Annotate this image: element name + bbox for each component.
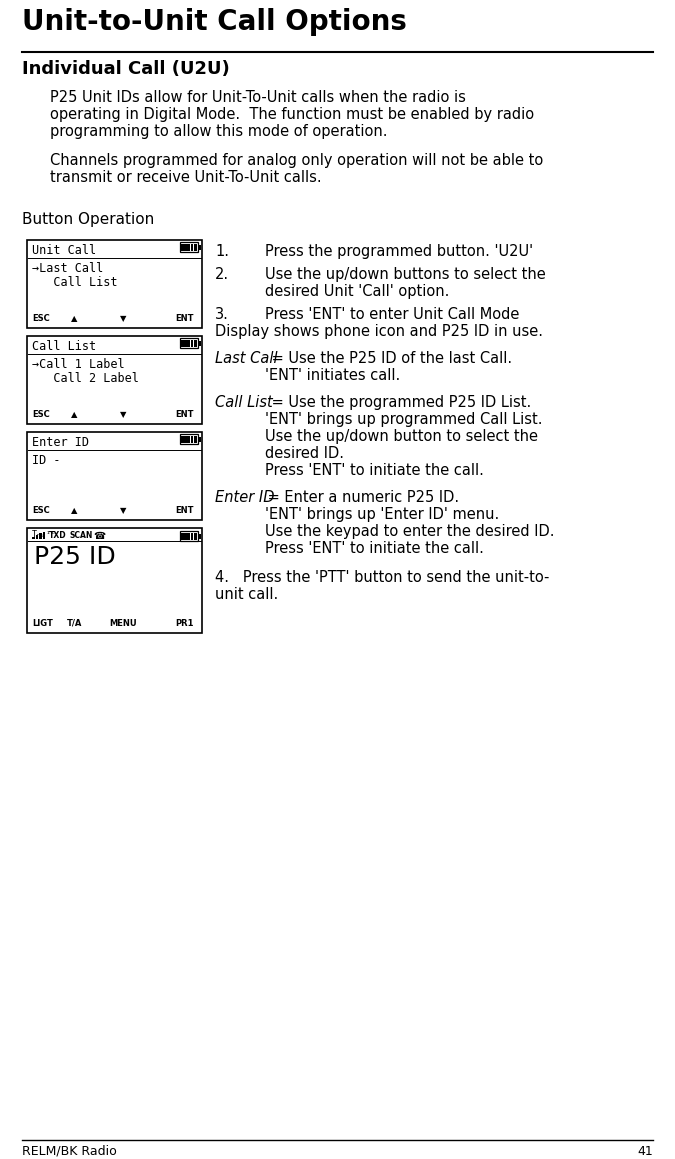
Text: ESC: ESC	[32, 410, 50, 420]
Bar	[198, 341, 200, 345]
Text: Use the up/down button to select the: Use the up/down button to select the	[265, 429, 538, 444]
Bar	[188, 436, 190, 443]
Text: Press the programmed button. 'U2U': Press the programmed button. 'U2U'	[265, 245, 533, 258]
Bar	[198, 245, 200, 249]
Text: ▼: ▼	[120, 506, 126, 515]
Bar	[190, 436, 193, 443]
Bar	[198, 437, 200, 442]
Text: Channels programmed for analog only operation will not be able to: Channels programmed for analog only oper…	[50, 153, 543, 168]
Text: TXD: TXD	[49, 531, 67, 540]
Text: Call List: Call List	[32, 276, 117, 289]
Text: T/A: T/A	[67, 619, 82, 628]
Text: Last Call: Last Call	[215, 351, 277, 366]
Bar	[194, 340, 196, 347]
Text: Use the up/down buttons to select the: Use the up/down buttons to select the	[265, 267, 546, 282]
Text: ESC: ESC	[32, 314, 50, 323]
Text: ENT: ENT	[176, 506, 194, 515]
Text: unit call.: unit call.	[215, 586, 278, 602]
Text: = Enter a numeric P25 ID.: = Enter a numeric P25 ID.	[263, 490, 459, 505]
Text: = Use the P25 ID of the last Call.: = Use the P25 ID of the last Call.	[267, 351, 512, 366]
Text: Call List: Call List	[215, 395, 273, 410]
Bar	[194, 532, 196, 539]
Text: MENU: MENU	[109, 619, 137, 628]
Bar	[32, 537, 34, 539]
Text: ▼: ▼	[120, 314, 126, 323]
Text: Display shows phone icon and P25 ID in use.: Display shows phone icon and P25 ID in u…	[215, 325, 543, 338]
Text: desired Unit 'Call' option.: desired Unit 'Call' option.	[265, 284, 450, 299]
Bar	[198, 533, 200, 539]
Bar	[188, 243, 190, 250]
Bar	[180, 242, 198, 252]
Text: Call 2 Label: Call 2 Label	[32, 372, 139, 385]
Text: Enter ID: Enter ID	[32, 436, 89, 449]
Bar	[180, 531, 198, 541]
Text: ▲: ▲	[71, 506, 78, 515]
Text: Press 'ENT' to initiate the call.: Press 'ENT' to initiate the call.	[265, 541, 484, 556]
Bar	[27, 240, 202, 328]
Text: 'ENT' initiates call.: 'ENT' initiates call.	[265, 369, 400, 382]
Text: ENT: ENT	[176, 314, 194, 323]
Text: operating in Digital Mode.  The function must be enabled by radio: operating in Digital Mode. The function …	[50, 107, 534, 122]
Text: 2.: 2.	[215, 267, 229, 282]
Bar	[27, 336, 202, 424]
Text: ▲: ▲	[71, 410, 78, 420]
Text: = Use the programmed P25 ID List.: = Use the programmed P25 ID List.	[267, 395, 531, 410]
Text: Button Operation: Button Operation	[22, 212, 155, 227]
Text: ENT: ENT	[176, 410, 194, 420]
Text: →Last Call: →Last Call	[32, 262, 103, 275]
Text: P25 ID: P25 ID	[34, 545, 115, 569]
Text: programming to allow this mode of operation.: programming to allow this mode of operat…	[50, 124, 387, 139]
Text: →Call 1 Label: →Call 1 Label	[32, 358, 125, 371]
Text: ▼: ▼	[120, 410, 126, 420]
Bar	[190, 243, 193, 250]
Bar	[188, 340, 190, 347]
Text: ID -: ID -	[32, 454, 61, 467]
Text: SCAN: SCAN	[69, 531, 92, 540]
Text: 4.   Press the 'PTT' button to send the unit-to-: 4. Press the 'PTT' button to send the un…	[215, 570, 549, 585]
Bar	[27, 432, 202, 520]
Text: Tₙₐᴵᴸ: Tₙₐᴵᴸ	[32, 530, 57, 539]
Text: P25 Unit IDs allow for Unit-To-Unit calls when the radio is: P25 Unit IDs allow for Unit-To-Unit call…	[50, 90, 466, 105]
Bar	[181, 243, 184, 250]
Text: transmit or receive Unit-To-Unit calls.: transmit or receive Unit-To-Unit calls.	[50, 170, 321, 185]
Text: Individual Call (U2U): Individual Call (U2U)	[22, 60, 230, 78]
Bar	[184, 340, 187, 347]
Text: PR1: PR1	[176, 619, 194, 628]
Text: Enter ID: Enter ID	[215, 490, 275, 505]
Bar	[188, 532, 190, 539]
Bar	[43, 532, 45, 539]
Bar	[190, 340, 193, 347]
Bar	[181, 436, 184, 443]
Text: ▲: ▲	[71, 314, 78, 323]
Text: 'ENT' brings up 'Enter ID' menu.: 'ENT' brings up 'Enter ID' menu.	[265, 506, 500, 522]
Text: Unit-to-Unit Call Options: Unit-to-Unit Call Options	[22, 8, 407, 36]
Text: Press 'ENT' to enter Unit Call Mode: Press 'ENT' to enter Unit Call Mode	[265, 307, 519, 322]
Bar	[190, 532, 193, 539]
Bar	[194, 436, 196, 443]
Text: Press 'ENT' to initiate the call.: Press 'ENT' to initiate the call.	[265, 462, 484, 478]
Text: 3.: 3.	[215, 307, 229, 322]
Bar	[181, 340, 184, 347]
Text: 1.: 1.	[215, 245, 229, 258]
Bar	[181, 532, 184, 539]
Bar	[194, 243, 196, 250]
Bar	[180, 433, 198, 444]
Bar	[180, 338, 198, 348]
Bar	[39, 533, 41, 539]
Text: Unit Call: Unit Call	[32, 245, 96, 257]
Text: Call List: Call List	[32, 340, 96, 353]
Text: ESC: ESC	[32, 506, 50, 515]
Text: LIGT: LIGT	[32, 619, 53, 628]
Bar	[27, 529, 202, 633]
Bar	[184, 436, 187, 443]
Text: 'ENT' brings up programmed Call List.: 'ENT' brings up programmed Call List.	[265, 411, 543, 427]
Bar	[184, 243, 187, 250]
Text: Use the keypad to enter the desired ID.: Use the keypad to enter the desired ID.	[265, 524, 554, 539]
Text: desired ID.: desired ID.	[265, 446, 344, 461]
Text: RELM/BK Radio: RELM/BK Radio	[22, 1145, 117, 1158]
Text: 41: 41	[637, 1145, 653, 1158]
Text: ☎: ☎	[93, 531, 105, 541]
Bar	[184, 532, 187, 539]
Bar	[36, 535, 38, 539]
